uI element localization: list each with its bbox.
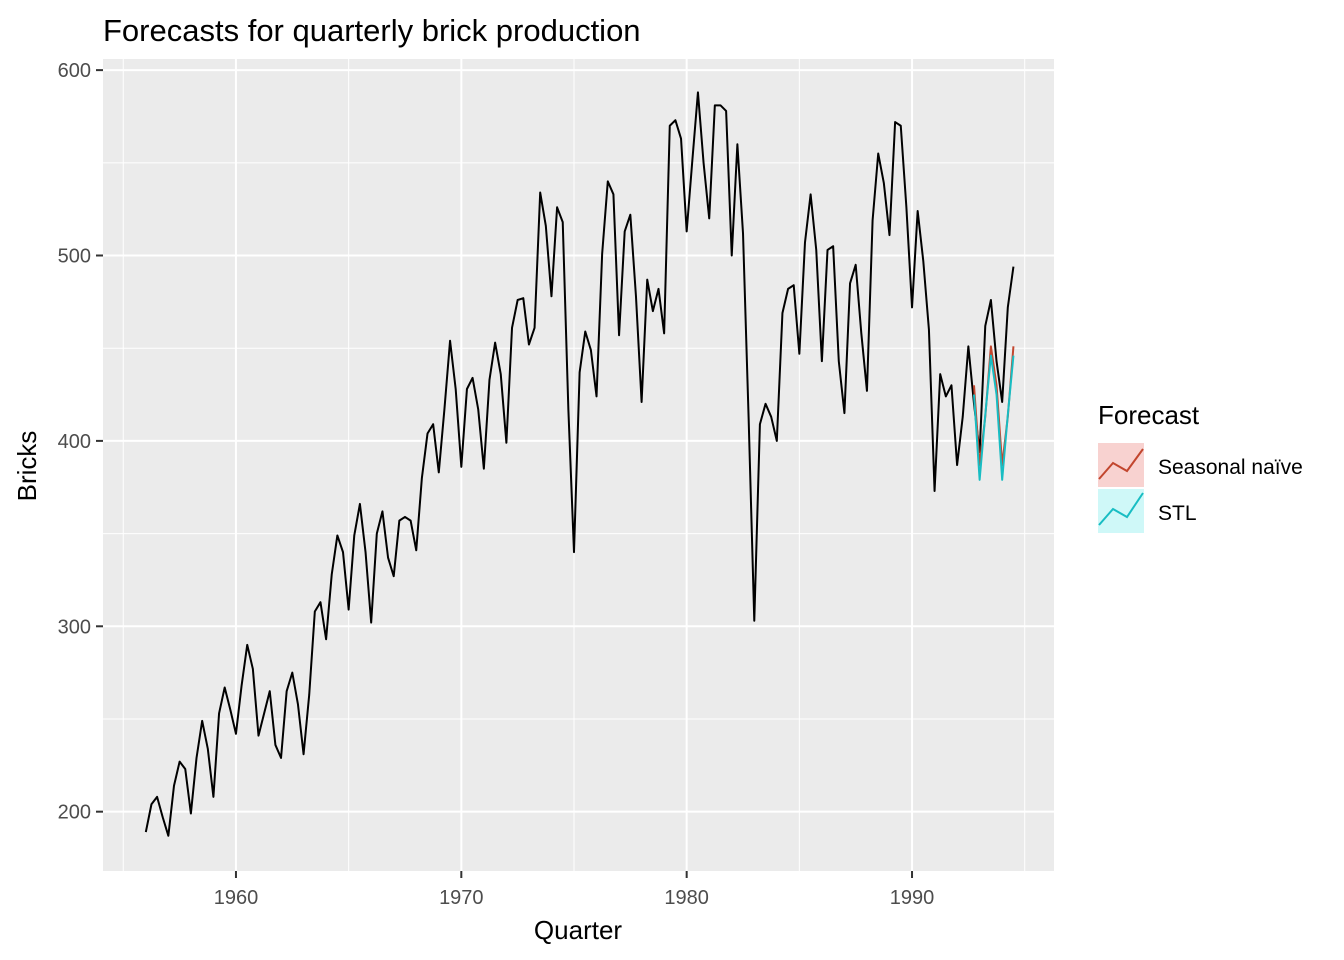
x-tick-label: 1970 [439, 887, 484, 909]
legend-entry-stl: STL [1098, 489, 1197, 533]
series-line-observed [144, 91, 1015, 837]
legend-key-stl [1098, 489, 1144, 533]
y-axis: 200 300 400 500 600 [58, 60, 103, 824]
y-tick-label: 300 [58, 616, 91, 638]
x-axis: 1960 1970 1980 1990 [214, 871, 935, 909]
x-tick-label: 1960 [214, 887, 259, 909]
y-tick-label: 500 [58, 246, 91, 268]
series-line-stl [973, 354, 1015, 481]
legend-line-stl [1098, 492, 1144, 526]
plot-panel [103, 59, 1054, 871]
y-tick-label: 400 [58, 431, 91, 453]
legend-title: Forecast [1098, 400, 1200, 430]
legend-label-seasonal-naive: Seasonal naïve [1158, 456, 1303, 479]
y-tick-label: 200 [58, 802, 91, 824]
legend-line-seasonal-naive [1098, 448, 1144, 480]
minor-gridlines [103, 59, 1054, 871]
series-layer [144, 91, 1015, 837]
y-axis-title: Bricks [12, 431, 42, 502]
x-tick-label: 1990 [890, 887, 935, 909]
legend-entry-seasonal-naive: Seasonal naïve [1098, 443, 1303, 487]
legend-label-stl: STL [1158, 502, 1197, 525]
legend-key-seasonal-naive [1098, 443, 1144, 487]
y-tick-label: 600 [58, 60, 91, 82]
x-axis-title: Quarter [534, 915, 622, 945]
chart-title: Forecasts for quarterly brick production [103, 13, 641, 48]
legend: Forecast Seasonal naïve STL [1098, 400, 1303, 533]
x-tick-label: 1980 [664, 887, 709, 909]
